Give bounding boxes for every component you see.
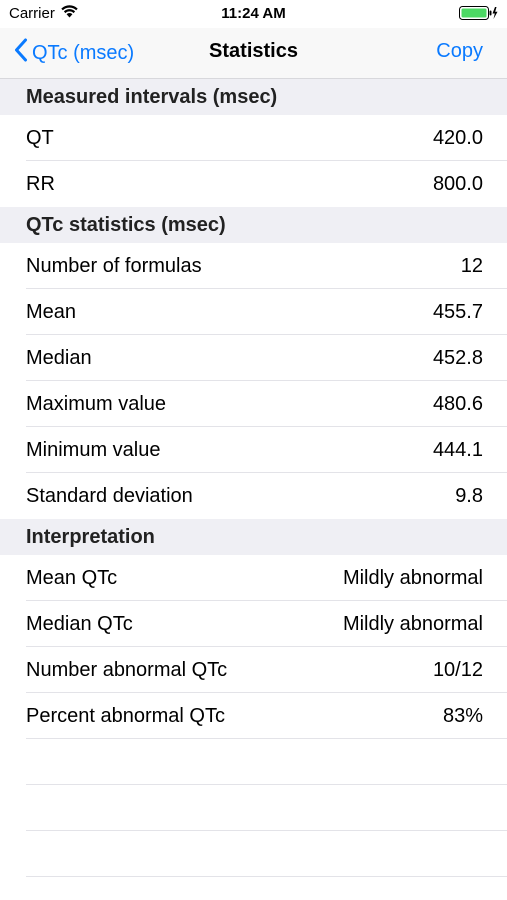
row-label: QT [26, 126, 54, 149]
table-row-number-of-formulas: Number of formulas 12 [0, 243, 507, 289]
row-value: 444.1 [432, 438, 483, 461]
row-label: RR [26, 172, 55, 195]
row-value: 800.0 [432, 172, 483, 195]
back-button-label: QTc (msec) [32, 41, 135, 64]
table-row-percent-abnormal-qtc: Percent abnormal QTc 83% [0, 693, 507, 739]
section-header-measured-intervals: Measured intervals (msec) [0, 79, 507, 115]
battery-indicator [459, 6, 499, 24]
row-value: 480.6 [432, 392, 483, 415]
table-row-median: Median 452.8 [0, 335, 507, 381]
row-label: Median QTc [26, 612, 133, 635]
row-value: 9.8 [455, 484, 483, 507]
row-label: Minimum value [26, 438, 161, 461]
status-bar: Carrier 11:24 AM [0, 0, 507, 28]
row-value: 455.7 [432, 300, 483, 323]
navigation-bar: QTc (msec) Statistics Copy [0, 28, 507, 79]
empty-row [0, 785, 507, 831]
row-value: 452.8 [432, 346, 483, 369]
table-row-maximum-value: Maximum value 480.6 [0, 381, 507, 427]
table-row-minimum-value: Minimum value 444.1 [0, 427, 507, 473]
carrier-indicator: Carrier [9, 5, 78, 22]
status-time: 11:24 AM [221, 5, 286, 22]
row-label: Number abnormal QTc [26, 658, 228, 681]
wifi-icon [61, 5, 78, 22]
table-row-mean-qtc: Mean QTc Mildly abnormal [0, 555, 507, 601]
row-label: Standard deviation [26, 484, 193, 507]
row-value: 12 [460, 254, 483, 277]
battery-charging-icon [459, 6, 499, 24]
table-row-qt: QT 420.0 [0, 115, 507, 161]
statistics-table[interactable]: Measured intervals (msec) QT 420.0 RR 80… [0, 79, 507, 877]
table-row-standard-deviation: Standard deviation 9.8 [0, 473, 507, 519]
row-label: Percent abnormal QTc [26, 704, 225, 727]
carrier-label: Carrier [9, 5, 55, 22]
table-row-rr: RR 800.0 [0, 161, 507, 207]
row-value: Mildly abnormal [342, 612, 483, 635]
row-value: 83% [442, 704, 483, 727]
chevron-left-icon [14, 38, 32, 68]
section-header-interpretation: Interpretation [0, 519, 507, 555]
table-row-number-abnormal-qtc: Number abnormal QTc 10/12 [0, 647, 507, 693]
row-label: Maximum value [26, 392, 167, 415]
page-title: Statistics [209, 40, 298, 62]
row-value: 420.0 [432, 126, 483, 149]
section-header-qtc-statistics: QTc statistics (msec) [0, 207, 507, 243]
empty-row [0, 739, 507, 785]
table-row-median-qtc: Median QTc Mildly abnormal [0, 601, 507, 647]
back-button[interactable]: QTc (msec) [14, 38, 134, 68]
row-label: Median [26, 346, 92, 369]
row-label: Mean [26, 300, 77, 323]
row-value: 10/12 [432, 658, 483, 681]
table-row-mean: Mean 455.7 [0, 289, 507, 335]
row-label: Number of formulas [26, 254, 202, 277]
copy-button[interactable]: Copy [436, 40, 483, 62]
row-label: Mean QTc [26, 566, 118, 589]
empty-row [0, 831, 507, 877]
row-value: Mildly abnormal [342, 566, 483, 589]
